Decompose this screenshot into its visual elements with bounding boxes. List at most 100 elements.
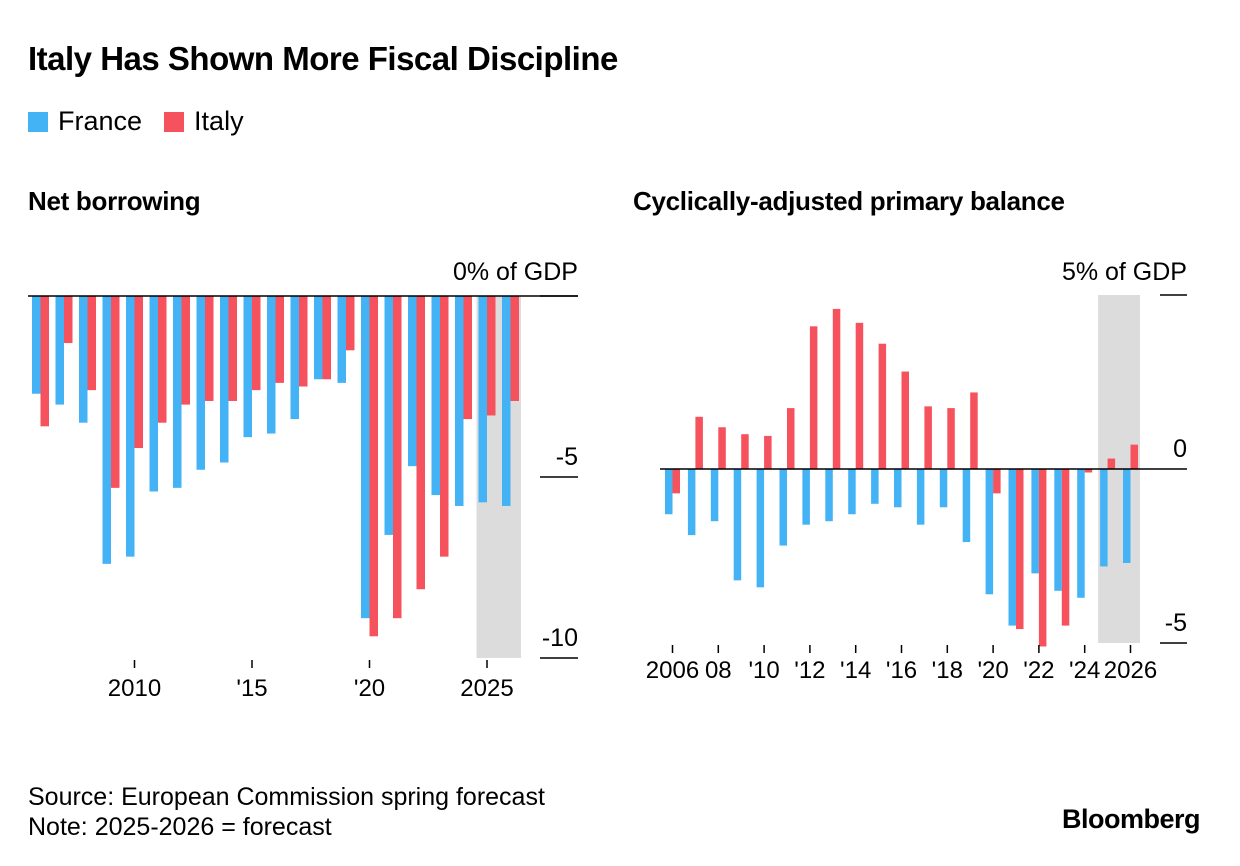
cap-bar-italy-2010 xyxy=(764,435,772,469)
net-bar-france-2019 xyxy=(337,296,346,383)
net-bar-france-2006 xyxy=(32,296,41,394)
net-bar-france-2016 xyxy=(267,296,276,434)
net-bar-italy-2020 xyxy=(369,296,378,637)
cap-bar-italy-2022 xyxy=(1038,469,1047,647)
source-note: Source: European Commission spring forec… xyxy=(28,783,545,811)
cap-bar-france-2010 xyxy=(756,469,765,588)
cap-xtick-label-2024: '24 xyxy=(1069,657,1100,684)
net-bar-france-2013 xyxy=(196,296,205,470)
net-bar-france-2023 xyxy=(431,296,440,496)
net-bar-france-2025 xyxy=(478,296,487,503)
net-bar-france-2012 xyxy=(173,296,182,488)
cap-bar-france-2022 xyxy=(1031,469,1039,574)
net-bar-italy-2010 xyxy=(134,296,143,449)
net-xtick-label-2010: 2010 xyxy=(108,675,161,702)
net-bar-italy-2007 xyxy=(64,296,73,344)
net-bar-italy-2019 xyxy=(346,296,355,351)
net-bar-france-2009 xyxy=(102,296,111,564)
net-borrowing-title: Net borrowing xyxy=(28,186,201,216)
net-xtick-label-2015: '15 xyxy=(236,675,267,702)
cap-bar-france-2006 xyxy=(665,469,673,515)
cap-xtick-label-2022: '22 xyxy=(1023,657,1054,684)
cap-bar-italy-2020 xyxy=(993,469,1001,494)
cap-bar-france-2019 xyxy=(962,469,971,543)
chart-title: Italy Has Shown More Fiscal Discipline xyxy=(28,40,618,77)
cap-bar-italy-2024 xyxy=(1084,469,1093,473)
cap-xtick-label-2018: '18 xyxy=(932,657,963,684)
net-ytick-label--5: -5 xyxy=(556,443,578,471)
cap-bar-italy-2006 xyxy=(672,469,680,494)
net-bar-italy-2014 xyxy=(228,296,237,401)
cap-bar-france-2015 xyxy=(871,469,879,504)
net-bar-italy-2018 xyxy=(322,296,331,380)
net-bar-france-2018 xyxy=(314,296,323,380)
cap-bar-france-2013 xyxy=(825,469,833,522)
cap-bar-italy-2018 xyxy=(947,408,955,469)
net-bar-france-2010 xyxy=(126,296,135,557)
net-bar-italy-2024 xyxy=(463,296,472,420)
cap-bar-italy-2012 xyxy=(809,326,818,469)
net-bar-italy-2025 xyxy=(487,296,496,416)
net-bar-france-2015 xyxy=(243,296,252,438)
legend: France Italy xyxy=(28,106,266,137)
net-bar-italy-2026 xyxy=(510,296,519,401)
net-bar-italy-2015 xyxy=(252,296,261,391)
cap-bar-italy-2008 xyxy=(718,427,726,469)
forecast-note: Note: 2025-2026 = forecast xyxy=(28,813,332,841)
legend-swatch-france xyxy=(28,111,48,132)
cap-bar-italy-2013 xyxy=(832,308,841,469)
cap-xtick-label-2016: '16 xyxy=(886,657,917,684)
bloomberg-logo: Bloomberg xyxy=(1061,804,1201,834)
net-unit-label: 0% of GDP xyxy=(453,258,578,286)
net-bar-france-2021 xyxy=(384,296,393,535)
cap-bar-italy-2023 xyxy=(1061,469,1070,626)
cap-bar-france-2009 xyxy=(733,469,742,581)
cap-bar-france-2018 xyxy=(939,469,948,508)
net-ytick-label--10: -10 xyxy=(542,624,578,652)
cap-bar-italy-2016 xyxy=(901,371,909,469)
legend-item-italy: Italy xyxy=(164,106,244,137)
cap-bar-italy-2009 xyxy=(741,434,749,469)
net-bar-france-2008 xyxy=(79,296,88,423)
cap-unit-label: 5% of GDP xyxy=(1062,258,1187,286)
net-bar-france-2017 xyxy=(290,296,299,420)
net-xtick-label-2025: 2025 xyxy=(460,675,513,702)
primary-balance-title: Cyclically-adjusted primary balance xyxy=(633,186,1065,216)
net-xtick-label-2020: '20 xyxy=(354,675,385,702)
cap-bar-france-2011 xyxy=(779,469,787,546)
cap-bar-italy-2007 xyxy=(695,416,703,469)
cap-bar-france-2024 xyxy=(1077,469,1085,598)
cap-bar-france-2007 xyxy=(687,469,696,536)
net-bar-italy-2012 xyxy=(181,296,190,405)
net-bar-italy-2016 xyxy=(275,296,284,383)
net-bar-italy-2022 xyxy=(416,296,425,590)
net-bar-france-2007 xyxy=(55,296,64,405)
cap-ytick-label--5: -5 xyxy=(1165,609,1187,637)
cap-ytick-label-0: 0 xyxy=(1173,435,1187,463)
net-bar-italy-2006 xyxy=(40,296,49,427)
cap-xtick-label-2014: '14 xyxy=(840,657,871,684)
net-bar-france-2022 xyxy=(408,296,417,467)
cap-bar-italy-2011 xyxy=(787,408,795,469)
cap-bar-france-2020 xyxy=(985,469,994,595)
net-bar-france-2024 xyxy=(455,296,464,506)
net-bar-france-2011 xyxy=(149,296,158,492)
footer: Source: European Commission spring forec… xyxy=(28,782,545,842)
legend-label-france: France xyxy=(58,106,143,136)
cap-bar-italy-2017 xyxy=(924,406,932,469)
legend-swatch-italy xyxy=(164,111,185,132)
cap-bar-italy-2021 xyxy=(1016,469,1024,630)
net-bar-italy-2021 xyxy=(393,296,402,619)
cap-bar-france-2016 xyxy=(894,469,902,508)
cap-bar-italy-2025 xyxy=(1107,458,1116,469)
cap-xtick-label-2026: 2026 xyxy=(1104,657,1157,684)
net-bar-italy-2008 xyxy=(87,296,96,391)
cap-bar-italy-2026 xyxy=(1130,444,1138,469)
net-bar-france-2014 xyxy=(220,296,229,463)
cap-xtick-label-2010: '10 xyxy=(748,657,779,684)
cap-xtick-label-2012: '12 xyxy=(794,657,825,684)
net-bar-italy-2017 xyxy=(299,296,308,387)
net-bar-italy-2023 xyxy=(440,296,449,557)
net-bar-france-2026 xyxy=(502,296,511,506)
